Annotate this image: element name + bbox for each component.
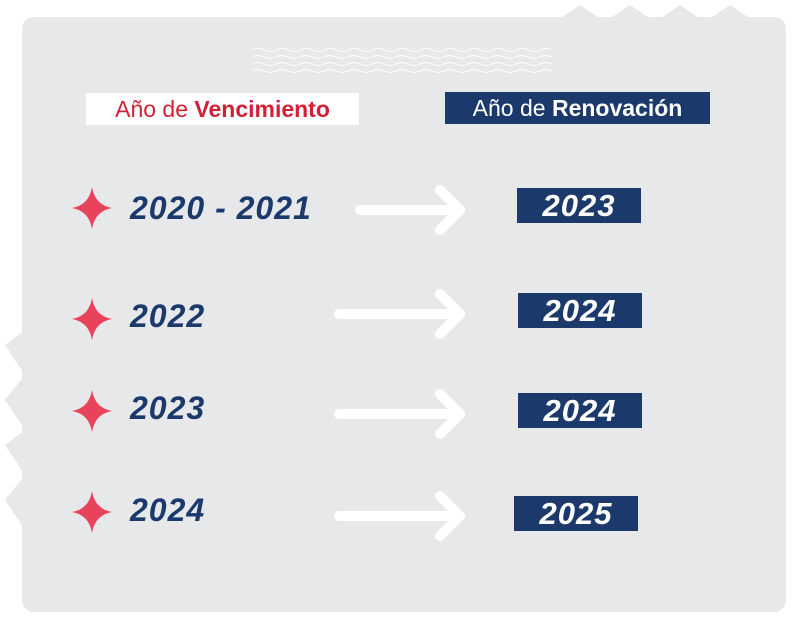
four-point-star-icon (72, 390, 112, 432)
renewal-year-badge: 2024 (518, 293, 642, 328)
renewal-header-prefix: Año de (472, 94, 546, 121)
renewal-year-badge: 2024 (518, 393, 642, 428)
arrow-right-icon (334, 289, 465, 339)
four-point-star-icon (72, 491, 112, 533)
renewal-row: 2020 - 2021 2023 (0, 180, 800, 240)
arrow-right-icon (355, 185, 465, 235)
renewal-row: 2022 2024 (0, 283, 800, 343)
renewal-year-header: Año de Renovación (445, 92, 710, 124)
renewal-row: 2024 2025 (0, 485, 800, 545)
expiry-year-header: Año de Vencimiento (86, 93, 359, 125)
renewal-row: 2023 2024 (0, 383, 800, 443)
expiry-header-emphasis: Vencimiento (194, 95, 330, 122)
four-point-star-icon (72, 187, 112, 229)
four-point-star-icon (72, 298, 112, 340)
expiry-year: 2022 (130, 298, 206, 334)
arrow-right-icon (334, 491, 465, 541)
expiry-year: 2024 (130, 492, 206, 528)
expiry-year: 2023 (130, 390, 206, 426)
arrow-right-icon (334, 389, 465, 439)
renewal-header-emphasis: Renovación (551, 94, 683, 121)
renewal-year-badge: 2023 (517, 188, 641, 223)
renewal-year-badge: 2025 (514, 496, 638, 531)
expiry-header-prefix: Año de (115, 95, 189, 122)
expiry-year: 2020 - 2021 (130, 190, 312, 226)
